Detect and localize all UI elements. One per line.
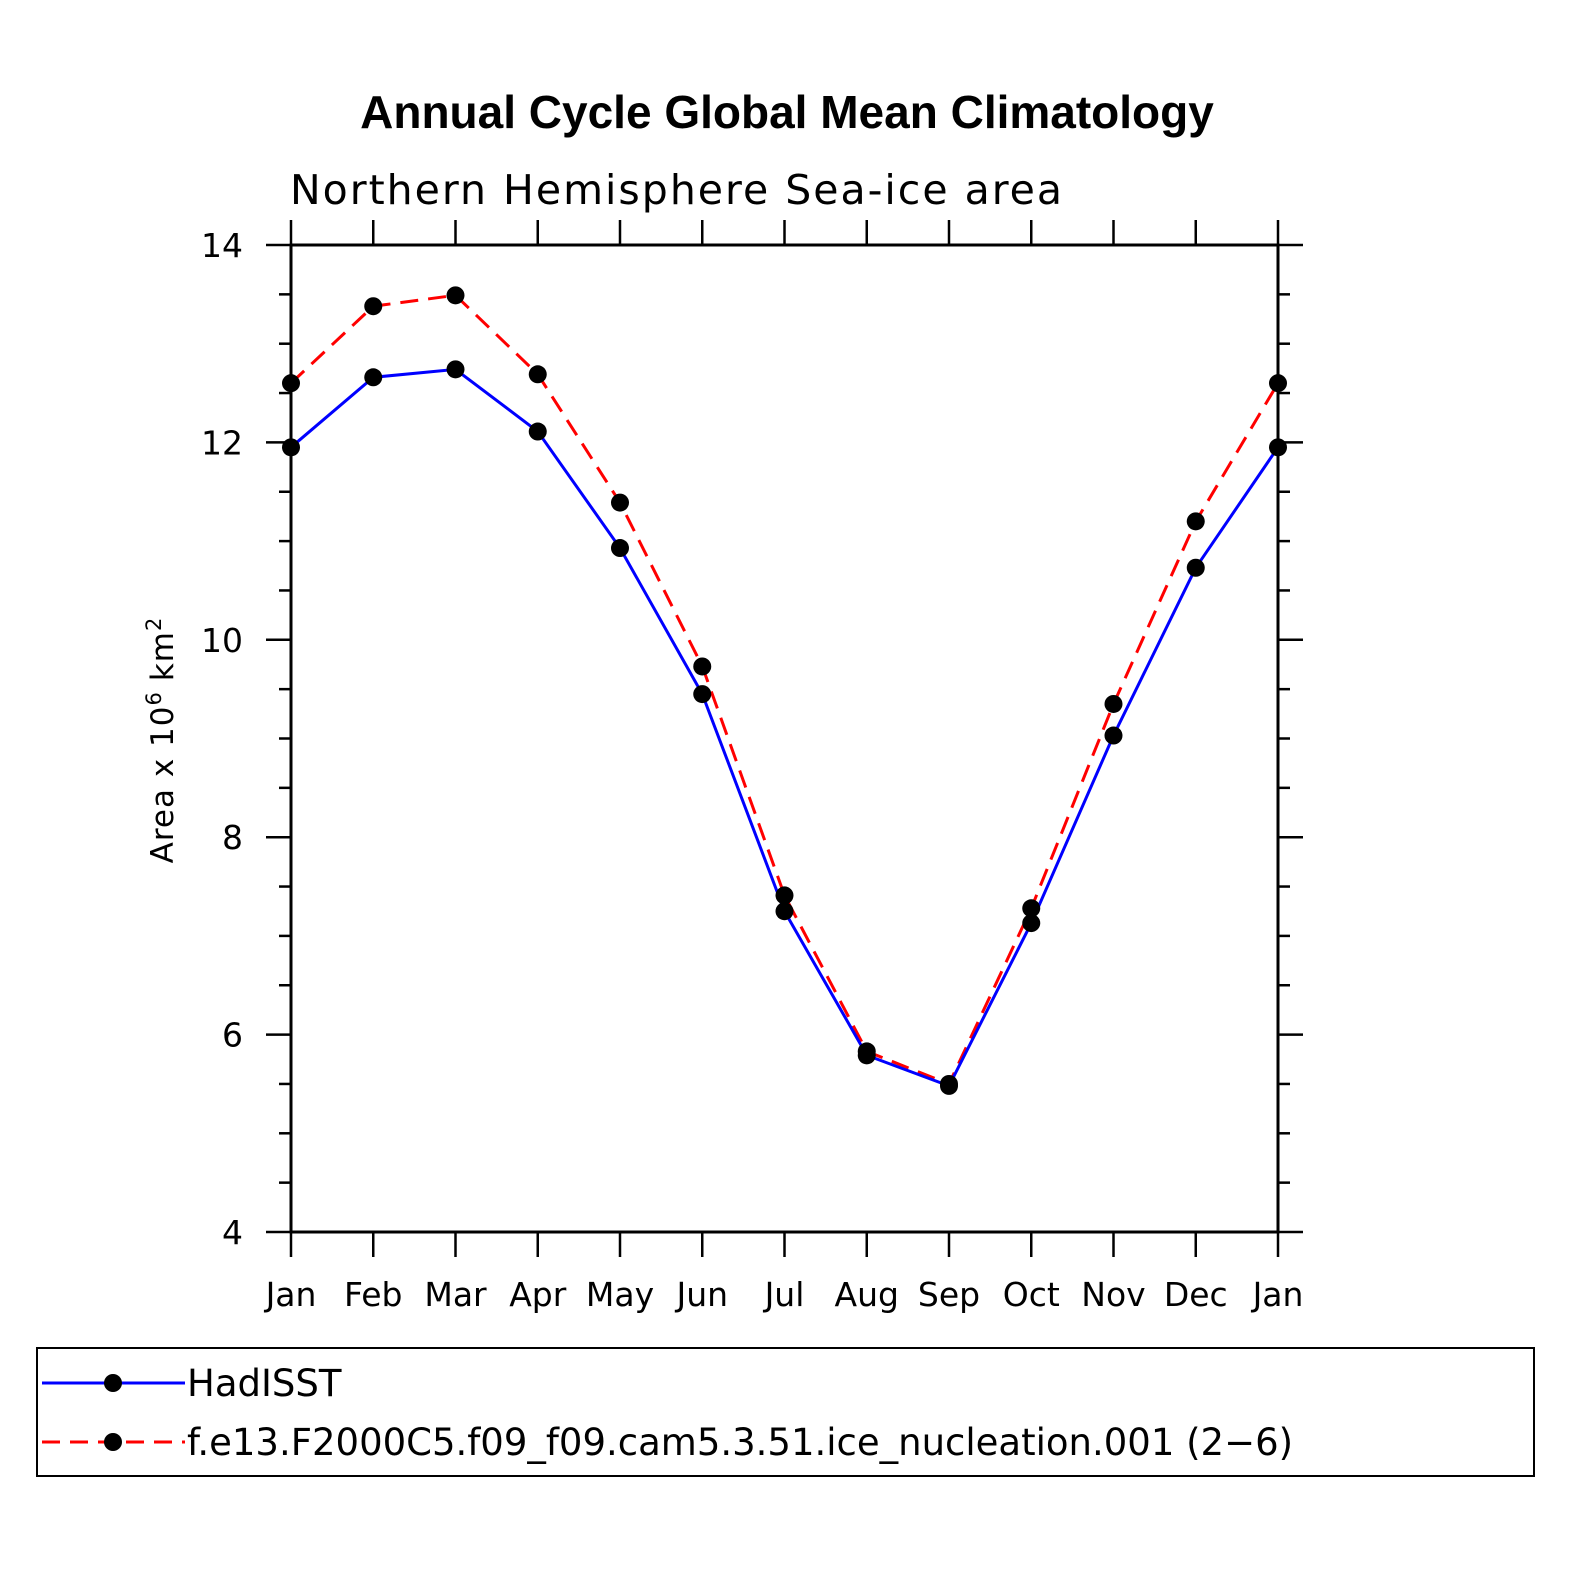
x-tick-label: Jun — [674, 1275, 728, 1314]
data-point-s0-0 — [282, 438, 300, 457]
x-tick-label: Sep — [918, 1275, 980, 1314]
legend-label-hadisst: HadISST — [187, 1362, 342, 1405]
series-line-0 — [290, 367, 1280, 1088]
data-point-s1-7 — [857, 1042, 876, 1061]
series-line-1 — [289, 293, 1280, 1086]
y-axis-label-exp: 6 — [142, 691, 166, 705]
x-tick-label: Aug — [835, 1275, 899, 1314]
data-point-s1-4 — [611, 493, 629, 512]
x-tick-label: Dec — [1164, 1275, 1228, 1314]
data-point-s0-9 — [1022, 914, 1041, 933]
x-axis: Jan Feb Mar Apr May Jun Jul Aug Sep Oct Nov Dec Jan — [264, 220, 1304, 1314]
series-layer — [282, 286, 1287, 1095]
x-tick-label: Oct — [1003, 1275, 1060, 1314]
x-tick-label: Jan — [264, 1275, 317, 1314]
legend: HadISST f.e13.F2000C5.f09_f09.cam5.3.51.… — [36, 1347, 1535, 1477]
y-axis-label: Area x 106 km2 — [142, 617, 181, 864]
legend-label-model: f.e13.F2000C5.f09_f09.cam5.3.51.ice_nucl… — [187, 1421, 1293, 1464]
x-tick-label: Apr — [509, 1275, 567, 1314]
data-point-s1-3 — [528, 365, 547, 384]
data-point-s0-3 — [528, 422, 547, 441]
data-point-s0-4 — [611, 539, 629, 558]
data-point-s1-2 — [446, 286, 465, 305]
plot-frame — [289, 243, 1280, 1234]
x-tick-label: Jan — [1251, 1275, 1304, 1314]
y-tick-label: 10 — [201, 621, 243, 660]
data-point-s1-6 — [775, 886, 794, 905]
plot-area: 4 6 8 10 12 14 Jan Feb Mar Apr May Jun Jul Aug Sep Oct… — [201, 220, 1303, 1314]
y-tick-label: 14 — [201, 226, 243, 265]
x-tick-label: Nov — [1081, 1275, 1145, 1314]
data-point-s1-5 — [693, 657, 712, 676]
data-point-s1-1 — [364, 297, 383, 316]
y-tick-label: 6 — [222, 1016, 243, 1055]
legend-box — [36, 1347, 1535, 1477]
y-tick-label: 4 — [222, 1213, 243, 1252]
data-point-s1-9 — [1022, 899, 1041, 918]
x-tick-label: Feb — [344, 1275, 402, 1314]
y-tick-label: 8 — [222, 818, 243, 857]
chart-subtitle: Northern Hemisphere Sea-ice area — [290, 166, 1064, 214]
data-point-s0-5 — [693, 685, 712, 704]
data-point-s0-2 — [446, 360, 465, 379]
data-point-s0-6 — [775, 902, 794, 921]
data-point-s0-1 — [364, 368, 383, 387]
data-point-s0-11 — [1186, 558, 1205, 577]
data-point-s1-0 — [282, 374, 300, 393]
data-point-s1-10 — [1104, 694, 1123, 713]
y-axis: 4 6 8 10 12 14 — [201, 226, 1303, 1252]
data-point-s1-8 — [940, 1074, 958, 1093]
data-point-s0-10 — [1104, 726, 1123, 745]
y-axis-label-main: Area x 10 — [145, 706, 181, 864]
data-point-s0-12 — [1269, 438, 1287, 457]
y-tick-label: 12 — [201, 423, 243, 462]
data-point-s1-11 — [1186, 512, 1205, 531]
data-point-s1-12 — [1269, 374, 1287, 393]
y-axis-label-unit-exp: 2 — [142, 617, 166, 631]
x-tick-label: Jul — [763, 1275, 805, 1314]
x-tick-label: May — [586, 1275, 654, 1314]
y-axis-label-unit: km — [145, 631, 181, 681]
x-tick-label: Mar — [424, 1275, 487, 1314]
legend-marker-model — [104, 1433, 122, 1451]
chart-title: Annual Cycle Global Mean Climatology — [360, 86, 1214, 138]
legend-marker-hadisst — [104, 1374, 122, 1392]
